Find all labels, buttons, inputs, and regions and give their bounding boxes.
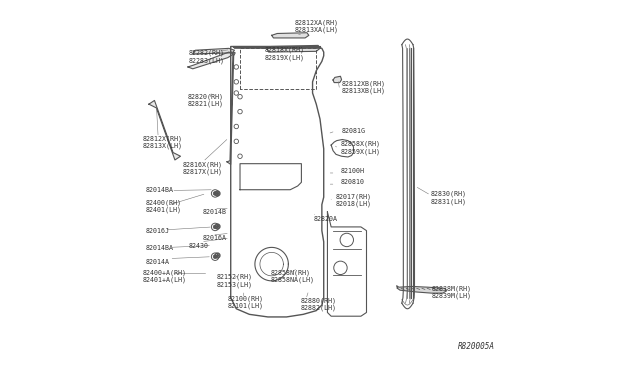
Circle shape xyxy=(213,225,217,229)
Text: 820810: 820810 xyxy=(340,179,364,185)
Text: 82880(RH)
82882(LH): 82880(RH) 82882(LH) xyxy=(301,297,337,311)
Text: 82016A: 82016A xyxy=(203,235,227,241)
Circle shape xyxy=(213,255,217,259)
Text: 82818X(RH)
82819X(LH): 82818X(RH) 82819X(LH) xyxy=(265,47,305,61)
Text: 82014B: 82014B xyxy=(203,209,227,215)
Polygon shape xyxy=(149,100,180,160)
Text: 82820(RH)
82821(LH): 82820(RH) 82821(LH) xyxy=(188,93,224,108)
Polygon shape xyxy=(227,52,235,164)
Polygon shape xyxy=(333,76,342,83)
Polygon shape xyxy=(271,33,309,38)
Text: 82812XA(RH)
82813XA(LH): 82812XA(RH) 82813XA(LH) xyxy=(294,19,339,33)
Text: 82830(RH)
82831(LH): 82830(RH) 82831(LH) xyxy=(431,191,467,205)
Text: 82858N(RH)
82858NA(LH): 82858N(RH) 82858NA(LH) xyxy=(271,269,315,283)
Circle shape xyxy=(213,192,217,195)
Polygon shape xyxy=(188,52,234,69)
Text: 82812XB(RH)
82813XB(LH): 82812XB(RH) 82813XB(LH) xyxy=(342,80,385,94)
Text: 82430: 82430 xyxy=(189,243,209,248)
Text: 82014BA: 82014BA xyxy=(146,187,174,193)
Text: 82014A: 82014A xyxy=(146,259,170,265)
Text: 82838M(RH)
82839M(LH): 82838M(RH) 82839M(LH) xyxy=(431,285,472,299)
Text: 82152(RH)
82153(LH): 82152(RH) 82153(LH) xyxy=(216,274,253,288)
Text: 82400(RH)
82401(LH): 82400(RH) 82401(LH) xyxy=(146,199,182,214)
Text: 82858X(RH)
82859X(LH): 82858X(RH) 82859X(LH) xyxy=(340,141,380,155)
Text: 82100H: 82100H xyxy=(340,168,364,174)
Text: 82282(RH)
82283(LH): 82282(RH) 82283(LH) xyxy=(189,49,225,64)
Text: 82812X(RH)
82813X(LH): 82812X(RH) 82813X(LH) xyxy=(142,135,182,149)
Text: 82016J: 82016J xyxy=(146,228,170,234)
Polygon shape xyxy=(267,45,320,52)
Text: R820005A: R820005A xyxy=(458,342,495,351)
Polygon shape xyxy=(397,286,447,293)
Text: 82017(RH)
82018(LH): 82017(RH) 82018(LH) xyxy=(335,193,372,207)
Text: 82400+A(RH)
82401+A(LH): 82400+A(RH) 82401+A(LH) xyxy=(142,269,186,283)
Text: 82100(RH)
82101(LH): 82100(RH) 82101(LH) xyxy=(228,295,264,309)
Polygon shape xyxy=(193,48,234,54)
Text: 82014BA: 82014BA xyxy=(146,246,174,251)
Text: 82816X(RH)
82817X(LH): 82816X(RH) 82817X(LH) xyxy=(182,161,222,175)
Text: 82820A: 82820A xyxy=(314,217,338,222)
Text: 82081G: 82081G xyxy=(342,128,365,134)
